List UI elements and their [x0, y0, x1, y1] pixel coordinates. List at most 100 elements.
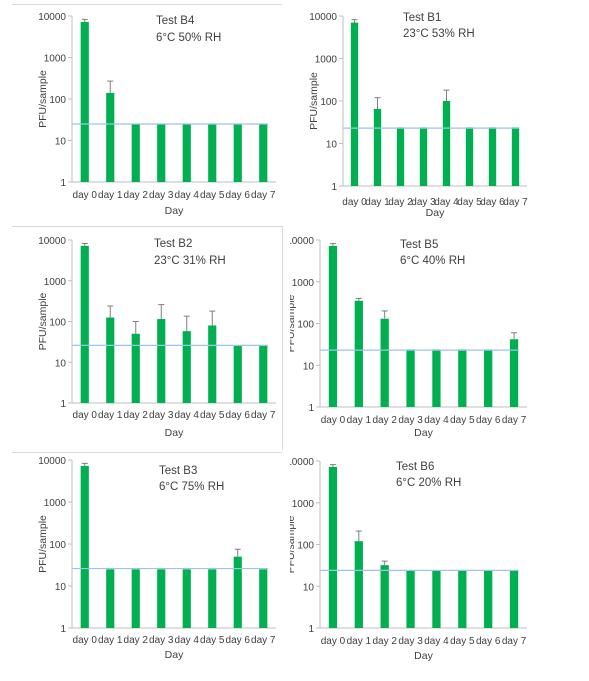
bar-day-7	[509, 339, 519, 407]
chart-svg-5: 1 10 100 1000 10000 day 0 day 1 day 2 day 3 day 4…	[37, 456, 276, 661]
bar-day-1	[106, 92, 115, 182]
y-tick-label: 1	[308, 624, 314, 635]
bar-day-6	[484, 570, 493, 628]
x-tick-label: day 6	[480, 197, 505, 208]
x-tick-label: day 4	[175, 410, 200, 421]
bar-day-1	[373, 108, 382, 186]
y-tick-label: 10000	[38, 12, 66, 23]
y-tick-label: 1000	[44, 277, 67, 288]
x-axis-title: Day	[414, 427, 433, 439]
x-tick-label: day 5	[450, 415, 475, 426]
x-tick-label: day 6	[226, 190, 251, 201]
chart-title: Test B5	[400, 239, 438, 251]
bar-day-6	[233, 556, 242, 628]
y-tick-label: 10000	[309, 12, 337, 23]
bar-day-1	[354, 300, 363, 407]
chart-title: Test B6	[396, 461, 434, 473]
x-tick-label: day 4	[434, 197, 459, 208]
bar-day-7	[511, 127, 520, 186]
y-tick-label: 10000	[290, 236, 314, 247]
x-axis-title: Day	[165, 205, 184, 217]
y-tick-label: 100	[49, 95, 66, 106]
y-tick-label: 100	[297, 320, 314, 331]
x-tick-label: day 0	[73, 190, 98, 201]
y-axis-title: PFU/sample	[37, 515, 49, 573]
y-tick-label: 10	[303, 361, 315, 372]
bar-day-0	[328, 245, 338, 407]
x-tick-label: day 1	[347, 636, 372, 647]
bar-day-5	[458, 349, 467, 407]
chart-subtitle: 6°C 75% RH	[159, 481, 224, 493]
x-tick-label: day 7	[251, 410, 276, 421]
bar-day-1	[354, 541, 363, 628]
x-axis-title: Day	[414, 650, 433, 662]
x-tick-label: day 7	[502, 415, 527, 426]
y-tick-label: 10	[55, 582, 67, 593]
x-tick-label: day 7	[503, 197, 528, 208]
chart-subtitle: 23°C 31% RH	[154, 255, 226, 267]
bar-day-5	[208, 123, 217, 182]
y-tick-label: 1000	[44, 54, 67, 65]
y-tick-label: 1	[331, 182, 337, 193]
y-axis-title: PFU/sample	[37, 292, 49, 350]
bar-day-5	[465, 127, 474, 186]
bar-day-4	[182, 569, 191, 628]
bar-day-1	[106, 569, 115, 628]
x-tick-label: day 3	[149, 410, 174, 421]
bar-day-2	[396, 127, 405, 186]
x-tick-label: day 4	[424, 415, 449, 426]
x-tick-label: day 2	[388, 197, 413, 208]
chart-svg-1: 1 10 100 1000 10000 day 0 day 1 day 2 day 3 day 4…	[37, 12, 276, 217]
chart-panel-3: 1 10 100 1000 10000 day 0 day 1 day 2 day 3 day 4…	[0, 226, 290, 451]
bar-day-5	[208, 325, 217, 403]
x-tick-label: day 5	[200, 190, 225, 201]
y-tick-label: 10	[326, 140, 338, 151]
y-tick-label: 1	[308, 403, 314, 414]
bar-day-2	[380, 565, 389, 628]
panel-separator-middle-vertical	[282, 226, 283, 450]
y-axis-title: PFU/sample	[290, 515, 297, 573]
bar-day-3	[406, 570, 415, 628]
chart-panel-5: 1 10 100 1000 10000 day 0 day 1 day 2 day 3 day 4…	[0, 452, 290, 676]
x-tick-label: day 0	[73, 635, 98, 646]
y-tick-label: 10000	[290, 457, 314, 468]
x-tick-label: day 4	[424, 636, 449, 647]
x-tick-label: day 1	[98, 190, 123, 201]
x-tick-label: day 5	[200, 410, 225, 421]
bar-day-6	[488, 127, 497, 186]
x-tick-label: day 0	[321, 636, 346, 647]
chart-title: Test B4	[156, 15, 195, 27]
y-tick-label: 10	[55, 137, 67, 148]
y-axis-title: PFU/sample	[308, 72, 320, 130]
bar-day-0	[80, 21, 89, 183]
y-tick-label: 10	[55, 358, 67, 369]
bar-day-2	[380, 318, 389, 407]
y-tick-label: 1	[60, 624, 66, 635]
y-axis-title: PFU/sample	[37, 70, 49, 128]
x-tick-label: day 7	[251, 190, 276, 201]
y-tick-label: 100	[49, 318, 66, 329]
y-tick-label: 100	[49, 540, 66, 551]
x-axis-title: Day	[165, 427, 184, 439]
bar-day-5	[458, 570, 467, 628]
y-tick-label: 1	[60, 178, 66, 189]
x-tick-label: day 6	[476, 415, 501, 426]
x-tick-label: day 3	[149, 190, 174, 201]
x-tick-label: day 1	[98, 410, 123, 421]
bar-day-4	[182, 331, 191, 403]
x-tick-label: day 5	[450, 636, 475, 647]
x-axis-title: Day	[165, 649, 184, 661]
x-tick-label: day 3	[398, 636, 423, 647]
bar-day-7	[509, 570, 519, 628]
chart-subtitle: 23°C 53% RH	[403, 28, 475, 40]
x-tick-label: day 2	[372, 415, 397, 426]
x-tick-label: day 3	[411, 197, 436, 208]
bar-day-0	[328, 466, 338, 628]
x-tick-label: day 1	[365, 197, 390, 208]
x-tick-label: day 2	[124, 190, 149, 201]
y-axis-title: PFU/sample	[290, 294, 297, 352]
bar-day-4	[432, 570, 441, 628]
